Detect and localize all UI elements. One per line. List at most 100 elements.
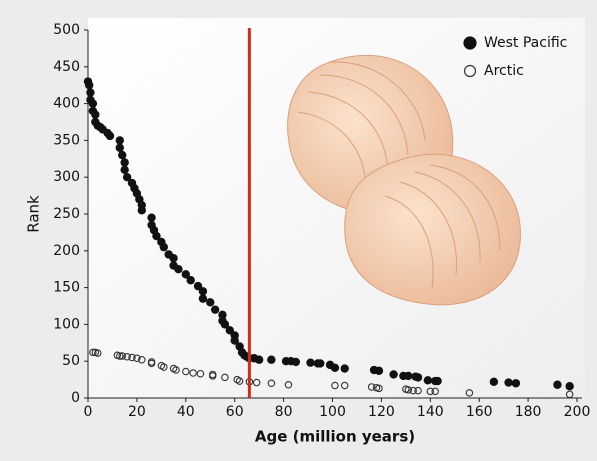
data-point xyxy=(137,206,146,215)
data-point xyxy=(123,353,131,361)
data-point xyxy=(553,380,562,389)
data-point xyxy=(138,355,146,364)
data-point xyxy=(85,81,94,90)
data-point xyxy=(169,253,178,263)
x-tick-label: 40 xyxy=(177,404,195,420)
data-point xyxy=(189,369,197,377)
y-axis-label: Rank xyxy=(25,195,43,233)
data-point xyxy=(331,381,339,390)
data-point xyxy=(511,379,521,388)
data-point xyxy=(118,352,126,360)
data-point xyxy=(252,378,261,387)
y-tick-label: 0 xyxy=(71,390,80,406)
data-point xyxy=(122,173,132,182)
data-point xyxy=(160,363,168,371)
data-point xyxy=(186,276,195,285)
legend-label: Arctic xyxy=(484,63,524,79)
x-tick-label: 200 xyxy=(564,404,591,420)
data-point xyxy=(267,379,276,388)
data-point xyxy=(413,373,423,382)
data-point xyxy=(431,387,439,396)
data-point xyxy=(115,136,124,145)
legend-label: West Pacific xyxy=(484,35,567,51)
data-point xyxy=(254,355,264,364)
clam-illustration xyxy=(287,54,521,306)
data-point xyxy=(220,320,230,329)
data-point xyxy=(89,348,97,357)
data-point xyxy=(409,386,417,395)
data-point xyxy=(174,265,183,274)
y-tick-label: 500 xyxy=(53,22,80,38)
data-point xyxy=(86,88,95,97)
y-tick-label: 100 xyxy=(53,316,80,332)
x-tick-label: 180 xyxy=(515,404,542,420)
data-point xyxy=(465,389,474,397)
data-point xyxy=(218,310,227,320)
data-point xyxy=(316,359,325,368)
data-point xyxy=(116,352,124,360)
x-tick-label: 80 xyxy=(275,404,293,420)
y-tick-label: 200 xyxy=(53,243,80,259)
y-tick-label: 300 xyxy=(53,169,80,185)
y-tick-label: 150 xyxy=(53,280,80,296)
data-point xyxy=(120,158,129,167)
x-tick-label: 20 xyxy=(128,404,146,420)
data-point xyxy=(118,150,127,160)
data-point xyxy=(374,366,384,375)
data-point xyxy=(91,110,100,119)
data-point xyxy=(504,378,513,387)
data-point xyxy=(423,376,433,385)
data-point xyxy=(159,242,168,252)
y-tick-label: 400 xyxy=(53,96,80,112)
data-point xyxy=(489,377,499,387)
legend-marker xyxy=(463,64,477,78)
data-point xyxy=(404,386,413,394)
data-point xyxy=(291,357,301,367)
data-point xyxy=(235,377,244,385)
data-point xyxy=(181,270,190,279)
data-point xyxy=(147,213,156,222)
y-tick-label: 50 xyxy=(62,353,80,369)
x-tick-label: 120 xyxy=(368,404,395,420)
data-point xyxy=(221,373,229,382)
data-point xyxy=(128,353,136,362)
data-point xyxy=(88,99,98,108)
data-point xyxy=(404,371,413,381)
data-point xyxy=(196,369,205,378)
data-point xyxy=(120,165,129,175)
data-point xyxy=(367,383,376,391)
data-point xyxy=(284,381,293,389)
data-point xyxy=(565,382,574,391)
data-point xyxy=(340,381,349,390)
data-point xyxy=(230,336,239,345)
data-point xyxy=(426,387,435,396)
data-point xyxy=(105,131,115,141)
y-tick-label: 450 xyxy=(53,59,80,75)
data-point xyxy=(206,298,215,307)
x-tick-label: 0 xyxy=(84,404,93,420)
data-point xyxy=(198,287,208,296)
data-point xyxy=(94,349,102,357)
data-point xyxy=(182,367,190,376)
data-point xyxy=(147,359,156,368)
data-point xyxy=(306,358,315,367)
data-point xyxy=(115,143,124,152)
data-point xyxy=(172,366,180,374)
data-point xyxy=(133,354,141,363)
x-axis-label: Age (million years) xyxy=(255,428,415,446)
y-tick-label: 250 xyxy=(53,206,80,222)
data-point xyxy=(208,372,217,380)
data-point xyxy=(433,376,442,386)
data-point xyxy=(340,364,349,373)
data-point xyxy=(389,370,398,379)
x-tick-label: 60 xyxy=(226,404,244,420)
data-point xyxy=(210,305,220,314)
y-tick-label: 350 xyxy=(53,132,80,148)
data-point xyxy=(198,294,208,303)
data-point xyxy=(330,363,340,373)
x-tick-label: 160 xyxy=(466,404,493,420)
data-point xyxy=(565,390,574,399)
data-point xyxy=(414,386,422,395)
legend-marker xyxy=(463,36,477,50)
